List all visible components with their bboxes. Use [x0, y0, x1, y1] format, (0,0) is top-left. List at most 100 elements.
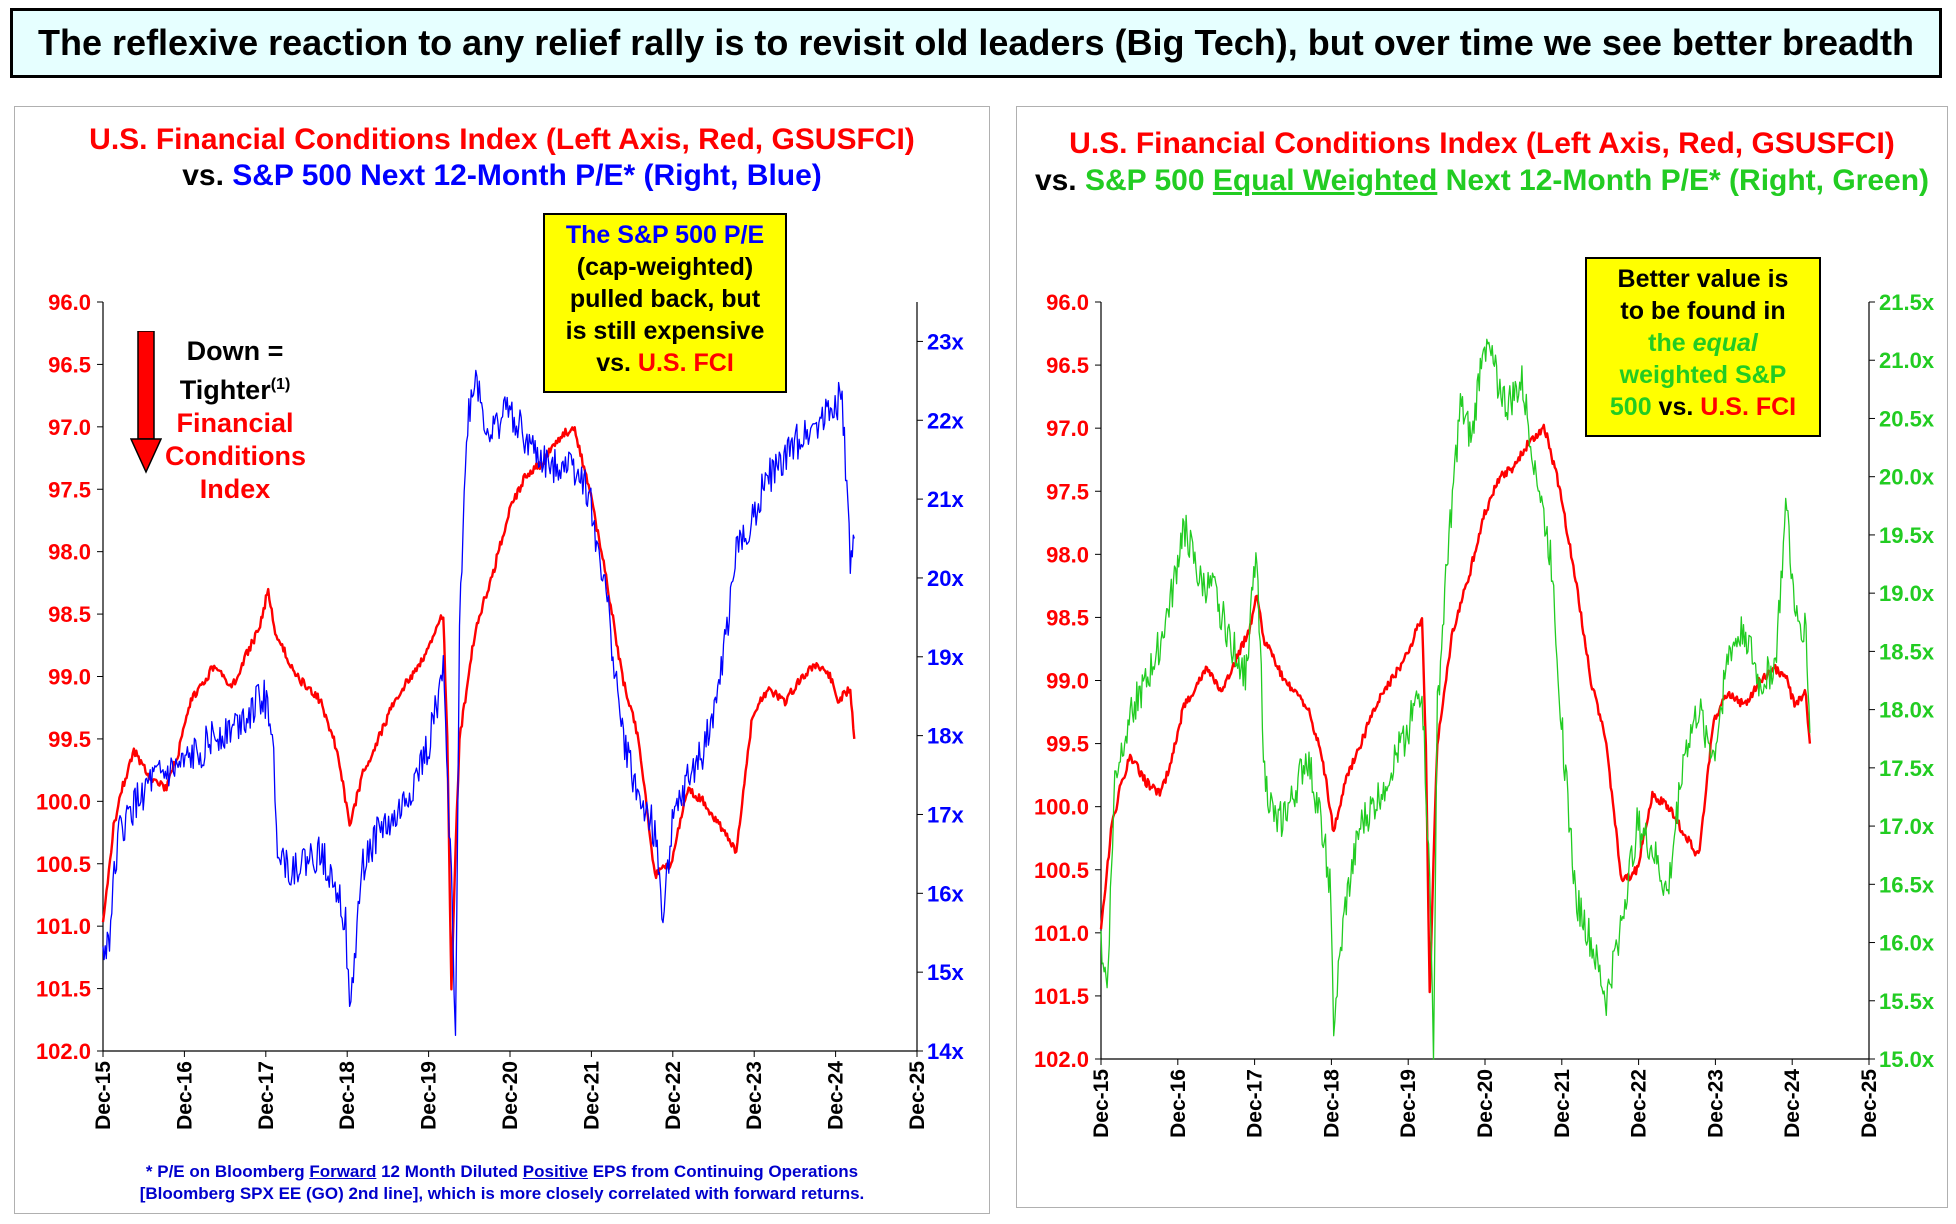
left-chart-left-tick-label: 97.5 — [48, 477, 91, 502]
right-chart-left-tick-label: 101.5 — [1034, 984, 1089, 1009]
left-callout-line4: is still expensive — [565, 317, 765, 345]
right-chart-x-tick-label: Dec-16 — [1167, 1069, 1190, 1138]
footnote-forward: Forward — [309, 1162, 377, 1181]
right-chart-right-tick-label: 20.0x — [1879, 465, 1935, 490]
right-chart-right-tick-label: 19.5x — [1879, 523, 1935, 548]
left-chart-right-tick-label: 17x — [927, 802, 964, 827]
left-chart-x-tick-label: Dec-15 — [92, 1061, 115, 1130]
left-chart-left-tick-label: 96.5 — [48, 352, 91, 377]
left-chart-x-tick-label: Dec-21 — [580, 1061, 603, 1130]
right-chart-plot: 96.0 96.5 97.0 97.5 98.0 98.5 99.0 99.5 100.0 100… — [1034, 290, 1935, 1138]
right-chart-right-tick-label: 18.0x — [1879, 698, 1935, 723]
down-label-line2: Tighter — [179, 375, 271, 405]
left-chart-svg: 96.0 96.5 97.0 97.5 98.0 98.5 99.0 99.5 100.0 100… — [36, 290, 965, 1130]
left-chart-x-tick-label: Dec-17 — [255, 1061, 278, 1130]
right-callout-line4: weighted S&P — [1619, 361, 1787, 389]
right-callout-num: 500 — [1609, 393, 1652, 421]
footnote-part2: 12 Month Diluted — [376, 1162, 523, 1181]
down-tighter-label: Down = Tighter(1) Financial Conditions I… — [165, 335, 306, 506]
left-chart-x-tick-label: Dec-22 — [662, 1061, 685, 1130]
left-title-line2: vs. S&P 500 Next 12-Month P/E* (Right, B… — [15, 159, 989, 193]
right-callout-fci: U.S. FCI — [1700, 393, 1797, 421]
left-chart-right-tick-label: 14x — [927, 1039, 964, 1064]
right-chart-left-tick-label: 96.5 — [1046, 353, 1089, 378]
right-callout-line2: to be found in — [1620, 297, 1786, 325]
left-chart-right-tick-label: 19x — [927, 645, 964, 670]
right-chart-right-tick-label: 17.5x — [1879, 756, 1935, 781]
right-chart-left-tick-label: 102.0 — [1034, 1047, 1089, 1072]
banner-headline: The reflexive reaction to any relief ral… — [10, 8, 1942, 78]
left-callout-line1: The S&P 500 P/E — [565, 221, 765, 249]
left-chart-left-tick-label: 98.0 — [48, 540, 91, 565]
left-callout-line3: pulled back, but — [569, 285, 761, 313]
down-label-line4: Conditions — [165, 441, 306, 471]
left-chart-x-tick-label: Dec-19 — [418, 1061, 441, 1130]
right-chart-left-tick-label: 96.0 — [1046, 290, 1089, 315]
left-callout-vs: vs. — [596, 349, 638, 377]
right-chart-panel: U.S. Financial Conditions Index (Left Ax… — [1016, 106, 1948, 1208]
down-label-line1: Down = — [186, 336, 284, 366]
left-callout-line2: (cap-weighted) — [576, 253, 754, 281]
banner-text: The reflexive reaction to any relief ral… — [38, 22, 1914, 63]
left-title-series: S&P 500 Next 12-Month P/E* (Right, Blue) — [232, 159, 822, 192]
right-chart-right-tick-label: 21.0x — [1879, 348, 1935, 373]
right-chart-series-fci-line — [1099, 423, 1812, 994]
left-chart-x-tick-label: Dec-18 — [336, 1061, 359, 1130]
right-chart-left-tick-label: 100.5 — [1034, 858, 1089, 883]
right-chart-x-tick-label: Dec-21 — [1551, 1069, 1574, 1138]
right-chart-series-pe-line — [1100, 338, 1811, 1061]
right-title-line1: U.S. Financial Conditions Index (Left Ax… — [1069, 127, 1895, 160]
right-chart-x-tick-label: Dec-22 — [1628, 1069, 1651, 1138]
left-chart-series-fci-line — [101, 426, 856, 991]
right-callout-vs: vs. — [1651, 393, 1701, 421]
left-chart-x-tick-label: Dec-25 — [906, 1061, 929, 1130]
right-chart-left-tick-label: 100.0 — [1034, 795, 1089, 820]
left-chart-plot: 96.0 96.5 97.0 97.5 98.0 98.5 99.0 99.5 100.0 100… — [36, 290, 965, 1130]
left-chart-x-tick-label: Dec-24 — [825, 1061, 848, 1130]
right-chart-right-tick-label: 20.5x — [1879, 406, 1935, 431]
right-chart-x-tick-label: Dec-18 — [1320, 1069, 1343, 1138]
left-chart-left-tick-label: 100.5 — [36, 852, 91, 877]
footnote-part3: EPS from Continuing Operations — [587, 1162, 859, 1181]
right-chart-left-tick-label: 98.0 — [1046, 542, 1089, 567]
right-chart-x-tick-label: Dec-19 — [1397, 1069, 1420, 1138]
left-chart-series-pe-line — [102, 369, 855, 1037]
right-callout-box: Better value is to be found in the equal… — [1585, 257, 1821, 437]
footnote-part1: * P/E on Bloomberg — [145, 1162, 310, 1181]
left-chart-right-tick-label: 18x — [927, 724, 964, 749]
left-chart-left-tick-label: 100.0 — [36, 789, 91, 814]
right-title-ew: Equal Weighted — [1212, 164, 1438, 197]
right-chart-right-tick-label: 15.0x — [1879, 1047, 1935, 1072]
left-callout-box: The S&P 500 P/E (cap-weighted) pulled ba… — [543, 213, 787, 393]
right-chart-left-tick-label: 97.5 — [1046, 479, 1089, 504]
left-title-line1: U.S. Financial Conditions Index (Left Ax… — [89, 123, 915, 156]
right-callout-line1: Better value is — [1617, 265, 1789, 293]
left-callout-fci: U.S. FCI — [637, 349, 734, 377]
right-chart-right-tick-label: 21.5x — [1879, 290, 1935, 315]
right-chart-svg: 96.0 96.5 97.0 97.5 98.0 98.5 99.0 99.5 100.0 100… — [1034, 290, 1935, 1138]
left-chart-right-tick-label: 15x — [927, 960, 964, 985]
right-chart-right-tick-label: 15.5x — [1879, 989, 1935, 1014]
footnote-line2: [Bloomberg SPX EE (GO) 2nd line], which … — [139, 1184, 865, 1203]
right-chart-x-tick-label: Dec-25 — [1858, 1069, 1881, 1138]
right-chart-left-tick-label: 99.5 — [1046, 732, 1089, 757]
right-chart-left-tick-label: 97.0 — [1046, 416, 1089, 441]
left-chart-x-tick-label: Dec-20 — [499, 1061, 522, 1130]
left-chart-panel: U.S. Financial Conditions Index (Left Ax… — [14, 106, 990, 1214]
left-chart-left-tick-label: 97.0 — [48, 415, 91, 440]
left-chart-right-tick-label: 23x — [927, 329, 964, 354]
down-label-line5: Index — [199, 474, 271, 504]
right-title-line2: vs. S&P 500 Equal Weighted Next 12-Month… — [1017, 164, 1947, 198]
left-chart-right-tick-label: 16x — [927, 881, 964, 906]
right-chart-right-tick-label: 19.0x — [1879, 581, 1935, 606]
right-chart-right-tick-label: 17.0x — [1879, 814, 1935, 839]
footnote-positive: Positive — [522, 1162, 588, 1181]
left-chart-right-tick-label: 20x — [927, 566, 964, 591]
down-label-line3: Financial — [176, 408, 294, 438]
left-chart-x-tick-label: Dec-23 — [743, 1061, 766, 1130]
right-chart-left-tick-label: 98.5 — [1046, 605, 1089, 630]
right-chart-right-tick-label: 16.0x — [1879, 931, 1935, 956]
right-chart-x-tick-label: Dec-20 — [1474, 1069, 1497, 1138]
left-footnote: * P/E on Bloomberg Forward 12 Month Dilu… — [15, 1161, 989, 1205]
left-chart-left-tick-label: 99.0 — [48, 665, 91, 690]
